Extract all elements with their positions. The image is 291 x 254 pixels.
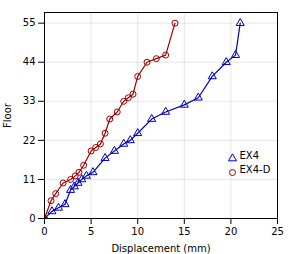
svg-text:15: 15 bbox=[178, 226, 191, 237]
svg-text:Displacement (mm): Displacement (mm) bbox=[111, 243, 210, 254]
svg-text:25: 25 bbox=[271, 226, 284, 237]
svg-text:EX4: EX4 bbox=[240, 150, 260, 161]
svg-text:20: 20 bbox=[225, 226, 238, 237]
svg-text:5: 5 bbox=[88, 226, 94, 237]
svg-text:44: 44 bbox=[23, 56, 36, 67]
svg-text:22: 22 bbox=[23, 135, 36, 146]
svg-text:Floor: Floor bbox=[2, 102, 13, 128]
svg-text:33: 33 bbox=[23, 95, 36, 106]
svg-text:EX4-D: EX4-D bbox=[240, 164, 271, 175]
svg-text:10: 10 bbox=[131, 226, 144, 237]
svg-text:0: 0 bbox=[41, 226, 47, 237]
svg-text:55: 55 bbox=[23, 17, 36, 28]
svg-text:0: 0 bbox=[29, 213, 35, 224]
svg-text:11: 11 bbox=[23, 174, 36, 185]
